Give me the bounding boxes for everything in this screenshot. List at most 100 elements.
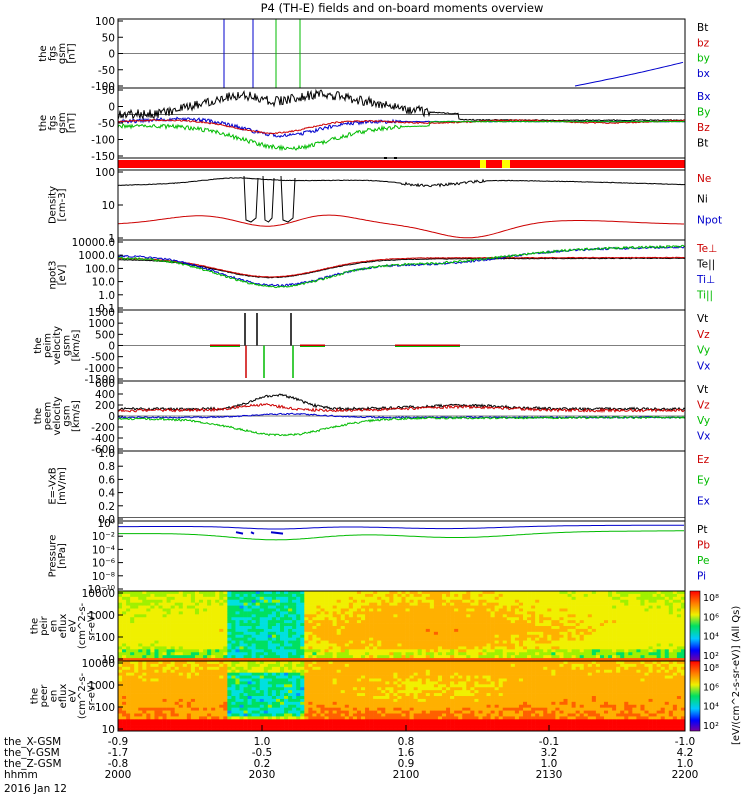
- panel-10-plot: [118, 591, 686, 662]
- spectrogram-cell: [312, 637, 317, 641]
- spectrogram-cell: [178, 608, 184, 612]
- spectrogram-cell: [150, 684, 155, 688]
- spectrogram-cell: [280, 675, 285, 679]
- spectrogram-cell: [324, 626, 329, 630]
- spectrogram-cell: [365, 602, 370, 606]
- spectrogram-cell: [231, 713, 236, 717]
- y-axis-label: sr-eV): [87, 611, 98, 640]
- spectrogram-cell: [344, 591, 350, 595]
- spectrogram-cell: [174, 690, 180, 694]
- spectrogram-cell: [567, 599, 572, 603]
- spectrogram-cell: [466, 608, 471, 612]
- spectrogram-cell: [267, 599, 273, 603]
- spectrogram-cell: [190, 620, 196, 624]
- spectrogram-cell: [381, 602, 386, 606]
- spectrogram-cell: [150, 681, 155, 685]
- spectrogram-cell: [280, 596, 285, 601]
- spectrogram-cell: [150, 704, 155, 708]
- spectrogram-cell: [215, 666, 220, 671]
- spectrogram-cell: [680, 643, 686, 647]
- spectrogram-cell: [401, 652, 406, 656]
- spectrogram-cell: [608, 611, 613, 615]
- spectrogram-cell: [660, 628, 666, 633]
- spectrogram-cell: [425, 652, 431, 656]
- spectrogram-cell: [344, 631, 350, 636]
- spectrogram-cell: [482, 596, 487, 601]
- spectrogram-cell: [543, 617, 548, 621]
- spectrogram-cell: [328, 655, 333, 659]
- spectrogram-cell: [381, 614, 386, 618]
- spectrogram-cell: [470, 608, 475, 612]
- spectrogram-cell: [336, 713, 342, 717]
- spectrogram-cell: [624, 640, 629, 644]
- spectrogram-cell: [458, 596, 463, 601]
- spectrogram-cell: [442, 605, 447, 609]
- panel-7-plot: [117, 393, 686, 437]
- spectrogram-cell: [219, 669, 224, 673]
- spectrogram-cell: [118, 652, 123, 656]
- spectrogram-cell: [450, 611, 455, 615]
- spectrogram-cell: [308, 658, 313, 662]
- spectrogram-cell: [275, 663, 281, 668]
- spectrogram-cell: [587, 646, 593, 650]
- spectrogram-cell: [134, 631, 139, 636]
- spectrogram-cell: [466, 649, 471, 653]
- spectrogram-cell: [336, 649, 342, 653]
- spectrogram-cell: [599, 620, 605, 624]
- spectrogram-cell: [122, 707, 127, 711]
- spectrogram-cell: [199, 611, 204, 615]
- spectrogram-cell: [186, 591, 192, 595]
- spectrogram-cell: [636, 599, 641, 603]
- spectrogram-cell: [223, 678, 228, 682]
- spectrogram-cell: [162, 663, 167, 668]
- spectrogram-cell: [207, 631, 212, 636]
- spectrogram-cell: [429, 623, 435, 627]
- y-tick-label: -100: [91, 135, 115, 147]
- spectrogram-cell: [150, 698, 155, 703]
- spectrogram-cell: [296, 658, 301, 662]
- spectrogram-cell: [280, 599, 285, 603]
- spectrogram-cell: [624, 652, 629, 656]
- spectrogram-cell: [239, 684, 244, 688]
- spectrogram-cell: [604, 611, 609, 615]
- spectrogram-cell: [389, 623, 394, 627]
- spectrogram-cell: [207, 716, 212, 720]
- spectrogram-cell: [296, 649, 301, 653]
- spectrogram-cell: [280, 672, 285, 676]
- spectrogram-cell: [361, 611, 366, 615]
- spectrogram-cell: [672, 602, 678, 606]
- spectrogram-cell: [300, 716, 305, 720]
- spectrogram-cell: [158, 725, 163, 729]
- spectrogram-cell: [575, 631, 580, 636]
- spectrogram-cell: [134, 675, 139, 679]
- spectrogram-cell: [344, 634, 350, 638]
- spectrogram-cell: [312, 663, 317, 668]
- spectrogram-cell: [632, 646, 637, 650]
- series-bx: [574, 61, 684, 87]
- spectrogram-cell: [259, 623, 265, 627]
- spectrogram-cell: [316, 672, 321, 676]
- spectrogram-cell: [223, 634, 228, 638]
- spectrogram-cell: [442, 628, 447, 633]
- spectrogram-cell: [587, 602, 593, 606]
- spectrogram-cell: [203, 678, 208, 682]
- spectrogram-cell: [389, 643, 394, 647]
- spectrogram-cell: [559, 605, 564, 609]
- spectrogram-cell: [442, 646, 447, 650]
- spectrogram-cell: [425, 637, 431, 641]
- spectrogram-cell: [199, 591, 204, 595]
- spectrogram-cell: [178, 710, 184, 714]
- spectrogram-cell: [332, 640, 337, 644]
- spectrogram-cell: [652, 649, 657, 653]
- spectrogram-cell: [523, 608, 528, 612]
- spectrogram-cell: [583, 614, 589, 618]
- spectrogram-cell: [458, 605, 463, 609]
- spectrogram-cell: [312, 631, 317, 636]
- spectrogram-cell: [146, 658, 151, 662]
- spectrogram-cell: [340, 591, 346, 595]
- spectrogram-cell: [170, 591, 175, 595]
- spectrogram-cell: [300, 704, 305, 708]
- spectrogram-cell: [271, 617, 277, 621]
- spectrogram-cell: [571, 623, 576, 627]
- spectrogram-cell: [506, 602, 512, 606]
